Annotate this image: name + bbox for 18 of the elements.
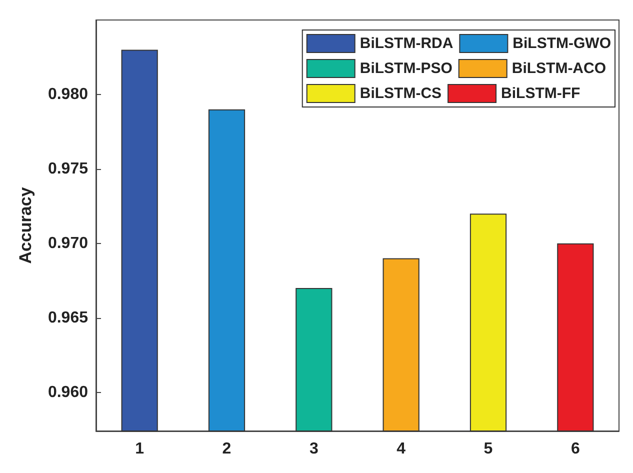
y-tick-label: 0.960 xyxy=(48,384,88,401)
x-tick-label: 5 xyxy=(484,440,493,458)
y-tick-label: 0.965 xyxy=(48,309,88,326)
x-tick-label: 2 xyxy=(222,440,232,458)
legend-label: BiLSTM-PSO xyxy=(360,60,453,77)
y-tick-label: 0.970 xyxy=(48,234,88,252)
legend-label: BiLSTM-CS xyxy=(360,85,442,102)
legend-label: BiLSTM-GWO xyxy=(512,35,612,52)
x-tick-label: 1 xyxy=(135,440,144,458)
x-tick-label: 6 xyxy=(570,440,580,458)
legend-label: BiLSTM-RDA xyxy=(360,35,454,52)
legend-label: BiLSTM-FF xyxy=(501,85,580,102)
legend-label: BiLSTM-ACO xyxy=(512,60,606,77)
x-tick-label: 4 xyxy=(396,440,406,458)
y-axis-title: Accuracy xyxy=(16,186,35,264)
y-tick-label: 0.980 xyxy=(48,86,88,103)
y-tick-label: 0.975 xyxy=(48,160,88,178)
x-tick-label: 3 xyxy=(309,440,318,458)
